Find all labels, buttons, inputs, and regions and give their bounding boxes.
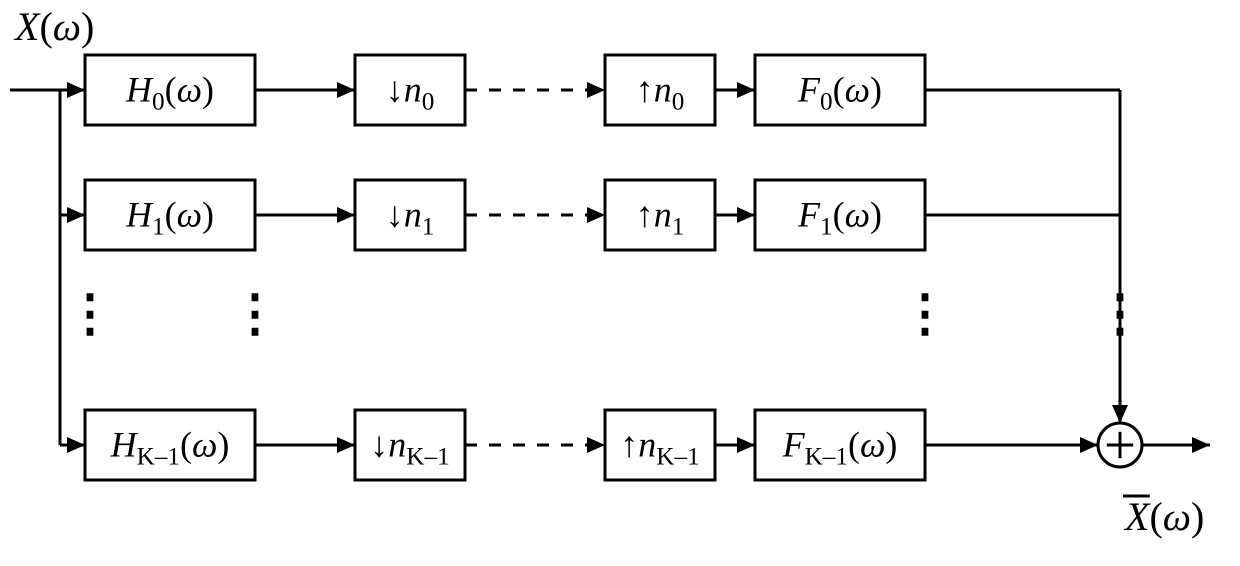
svg-text:H1(ω): H1(ω) xyxy=(125,195,214,241)
input-label: X(ω) xyxy=(13,4,94,49)
svg-text:⋮: ⋮ xyxy=(1095,285,1145,341)
svg-text:⋮: ⋮ xyxy=(230,285,280,341)
svg-text:F0(ω): F0(ω) xyxy=(797,70,882,116)
filter-bank-diagram: X(ω)H0(ω)↓n0↑n0F0(ω)H1(ω)↓n1↑n1F1(ω)HK–1… xyxy=(0,0,1240,566)
svg-text:F1(ω): F1(ω) xyxy=(797,195,882,241)
svg-text:⋮: ⋮ xyxy=(900,285,950,341)
svg-text:⋮: ⋮ xyxy=(65,285,115,341)
svg-text:H0(ω): H0(ω) xyxy=(125,70,214,116)
output-label: X(ω) xyxy=(1123,494,1204,539)
